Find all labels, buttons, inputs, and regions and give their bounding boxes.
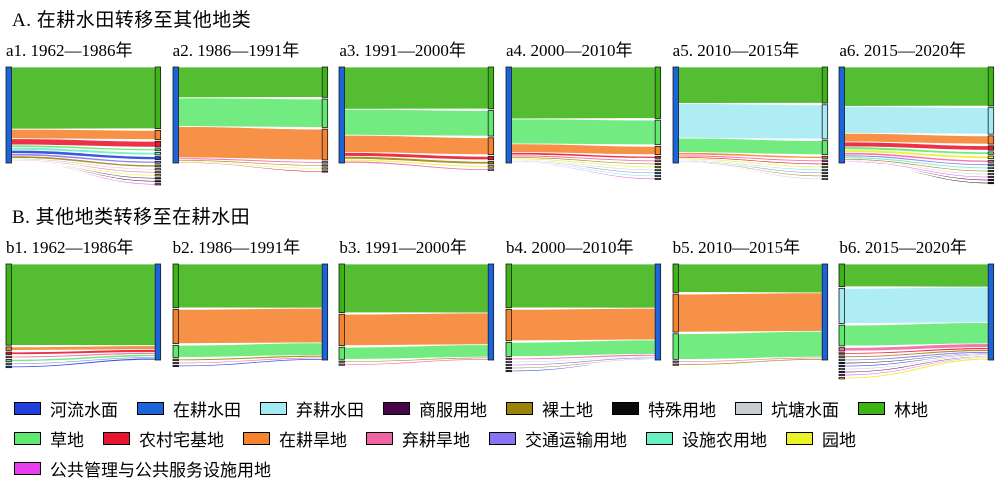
legend-row: 草地 农村宅基地 在耕旱地 弃耕旱地 交通运输用地 设施农用地 园地 xyxy=(14,426,1000,451)
panel-b2-title: b2. 1986—1991年 xyxy=(172,238,301,257)
legend-item: 在耕水田 xyxy=(137,396,241,421)
legend-swatch-icon xyxy=(14,432,41,445)
panel-b1-title: b1. 1962—1986年 xyxy=(6,238,134,257)
legend-label: 弃耕旱地 xyxy=(402,431,470,450)
sankey-a6 xyxy=(837,65,996,191)
panel-a1-title: a1. 1962—1986年 xyxy=(6,41,133,60)
sankey-a5 xyxy=(671,65,830,191)
legend-swatch-icon xyxy=(14,402,41,415)
legend-item: 林地 xyxy=(858,396,928,421)
legend-swatch-icon xyxy=(14,462,41,475)
sankey-b2 xyxy=(171,262,330,388)
legend-label: 裸土地 xyxy=(542,401,593,420)
legend-item: 坑塘水面 xyxy=(735,396,839,421)
legend-label: 园地 xyxy=(822,431,856,450)
section-b: B. 其他地类转移至在耕水田 b1. 1962—1986年 b2. 1986—1… xyxy=(0,197,1000,388)
legend-swatch-icon xyxy=(489,432,516,445)
panel-a1: a1. 1962—1986年 xyxy=(4,34,163,191)
legend-row: 公共管理与公共服务设施用地 xyxy=(14,456,1000,478)
legend-swatch-icon xyxy=(137,402,164,415)
panel-a3: a3. 1991—2000年 xyxy=(337,34,496,191)
panel-a5-title: a5. 2010—2015年 xyxy=(672,41,800,60)
legend-swatch-icon xyxy=(646,432,673,445)
section-a-panels: a1. 1962—1986年 a2. 1986—1991年 a3. 1991—2… xyxy=(0,34,1000,191)
sankey-a1 xyxy=(4,65,163,191)
legend-swatch-icon xyxy=(786,432,813,445)
legend-item: 特殊用地 xyxy=(612,396,716,421)
legend-swatch-icon xyxy=(383,402,410,415)
panel-b2: b2. 1986—1991年 xyxy=(171,231,330,388)
legend-item: 园地 xyxy=(786,426,856,451)
section-b-panels: b1. 1962—1986年 b2. 1986—1991年 b3. 1991—2… xyxy=(0,231,1000,388)
legend-item: 公共管理与公共服务设施用地 xyxy=(14,456,271,478)
legend-label: 交通运输用地 xyxy=(525,431,627,450)
sankey-a2 xyxy=(171,65,330,191)
legend-label: 在耕水田 xyxy=(173,401,241,420)
legend-item: 农村宅基地 xyxy=(103,426,224,451)
panel-b6: b6. 2015—2020年 xyxy=(837,231,996,388)
legend-label: 特殊用地 xyxy=(648,401,716,420)
sankey-a4 xyxy=(504,65,663,191)
legend-label: 设施农用地 xyxy=(682,431,767,450)
panel-b5: b5. 2010—2015年 xyxy=(671,231,830,388)
legend-swatch-icon xyxy=(260,402,287,415)
legend-label: 林地 xyxy=(894,401,928,420)
legend-label: 草地 xyxy=(50,431,84,450)
panel-a2-title: a2. 1986—1991年 xyxy=(172,41,300,60)
legend-item: 设施农用地 xyxy=(646,426,767,451)
legend-label: 河流水面 xyxy=(50,401,118,420)
panel-b5-title: b5. 2010—2015年 xyxy=(672,238,801,257)
panel-a6: a6. 2015—2020年 xyxy=(837,34,996,191)
sankey-a3 xyxy=(337,65,496,191)
legend-swatch-icon xyxy=(243,432,270,445)
panel-b4-title: b4. 2000—2010年 xyxy=(506,238,634,257)
legend-item: 在耕旱地 xyxy=(243,426,347,451)
panel-b4: b4. 2000—2010年 xyxy=(504,231,663,388)
panel-b1: b1. 1962—1986年 xyxy=(4,231,163,388)
section-a-title: A. 在耕水田转移至其他地类 xyxy=(12,10,252,31)
legend-swatch-icon xyxy=(103,432,130,445)
legend-label: 在耕旱地 xyxy=(279,431,347,450)
legend-item: 商服用地 xyxy=(383,396,487,421)
legend-item: 弃耕水田 xyxy=(260,396,364,421)
sankey-b5 xyxy=(671,262,830,388)
legend-item: 草地 xyxy=(14,426,84,451)
sankey-b6 xyxy=(837,262,996,388)
legend-item: 裸土地 xyxy=(506,396,593,421)
panel-a6-title: a6. 2015—2020年 xyxy=(839,41,966,60)
section-a: A. 在耕水田转移至其他地类 a1. 1962—1986年 a2. 1986—1… xyxy=(0,0,1000,191)
panel-a3-title: a3. 1991—2000年 xyxy=(339,41,466,60)
legend-row: 河流水面 在耕水田 弃耕水田 商服用地 裸土地 特殊用地 坑塘水面 林地 xyxy=(14,396,1000,421)
legend-item: 弃耕旱地 xyxy=(366,426,470,451)
legend-item: 交通运输用地 xyxy=(489,426,627,451)
legend-swatch-icon xyxy=(366,432,393,445)
legend-swatch-icon xyxy=(612,402,639,415)
legend-item: 河流水面 xyxy=(14,396,118,421)
panel-b3-title: b3. 1991—2000年 xyxy=(339,238,467,257)
panel-b6-title: b6. 2015—2020年 xyxy=(839,238,967,257)
panel-a5: a5. 2010—2015年 xyxy=(671,34,830,191)
legend-label: 弃耕水田 xyxy=(296,401,364,420)
legend-swatch-icon xyxy=(858,402,885,415)
legend-label: 商服用地 xyxy=(419,401,487,420)
legend-label: 坑塘水面 xyxy=(771,401,839,420)
sankey-b3 xyxy=(337,262,496,388)
legend: 河流水面 在耕水田 弃耕水田 商服用地 裸土地 特殊用地 坑塘水面 林地草地 农村宅基地 在耕旱地… xyxy=(0,388,1000,478)
panel-a4-title: a4. 2000—2010年 xyxy=(506,41,633,60)
legend-label: 公共管理与公共服务设施用地 xyxy=(50,461,271,478)
panel-a4: a4. 2000—2010年 xyxy=(504,34,663,191)
panel-a2: a2. 1986—1991年 xyxy=(171,34,330,191)
sankey-b1 xyxy=(4,262,163,388)
legend-swatch-icon xyxy=(506,402,533,415)
section-b-title: B. 其他地类转移至在耕水田 xyxy=(12,207,251,228)
legend-label: 农村宅基地 xyxy=(139,431,224,450)
sankey-b4 xyxy=(504,262,663,388)
panel-b3: b3. 1991—2000年 xyxy=(337,231,496,388)
legend-swatch-icon xyxy=(735,402,762,415)
